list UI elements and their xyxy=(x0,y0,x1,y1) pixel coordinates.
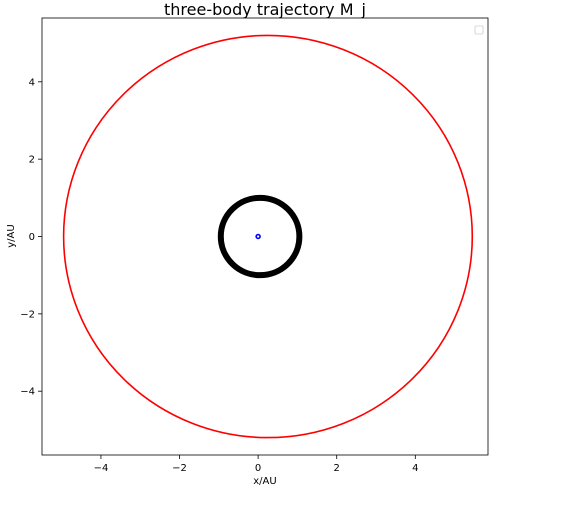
x-axis-label: x/AU xyxy=(253,476,276,487)
x-axis-ticks: −4 −2 0 2 4 xyxy=(94,455,418,474)
orbit-series-2 xyxy=(255,233,261,240)
y-tick-label: −4 xyxy=(20,387,35,398)
y-tick-label: 2 xyxy=(29,155,35,166)
y-axis-ticks: −4 −2 0 2 4 xyxy=(20,77,42,398)
chart-title: three-body trajectory M_j xyxy=(164,0,366,20)
orbit-series-group xyxy=(62,34,474,439)
x-tick-label: −4 xyxy=(94,463,109,474)
plot-area-frame xyxy=(41,17,489,456)
y-axis-label: y/AU xyxy=(6,224,17,247)
x-tick-label: 4 xyxy=(412,463,418,474)
orbit-series-1 xyxy=(217,194,303,279)
y-tick-label: −2 xyxy=(20,309,35,320)
x-tick-label: 0 xyxy=(255,463,261,474)
x-tick-label: 2 xyxy=(334,463,340,474)
orbit-series-0 xyxy=(62,34,474,439)
legend-box xyxy=(474,25,484,35)
x-tick-label: −2 xyxy=(172,463,187,474)
y-tick-label: 4 xyxy=(29,77,35,88)
y-tick-label: 0 xyxy=(29,232,35,243)
